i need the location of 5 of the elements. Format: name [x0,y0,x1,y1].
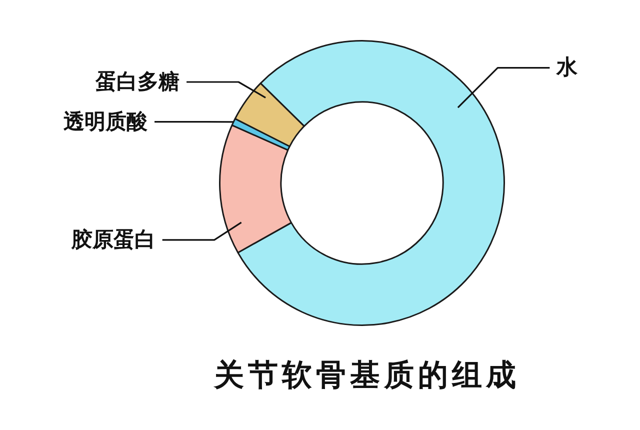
slice-label: 水 [556,55,579,80]
slice-label: 胶原蛋白 [70,227,156,252]
slice-label: 蛋白多糖 [94,69,180,94]
slice-label: 透明质酸 [64,109,149,134]
text: 关节软骨基质的组成 [212,357,521,395]
